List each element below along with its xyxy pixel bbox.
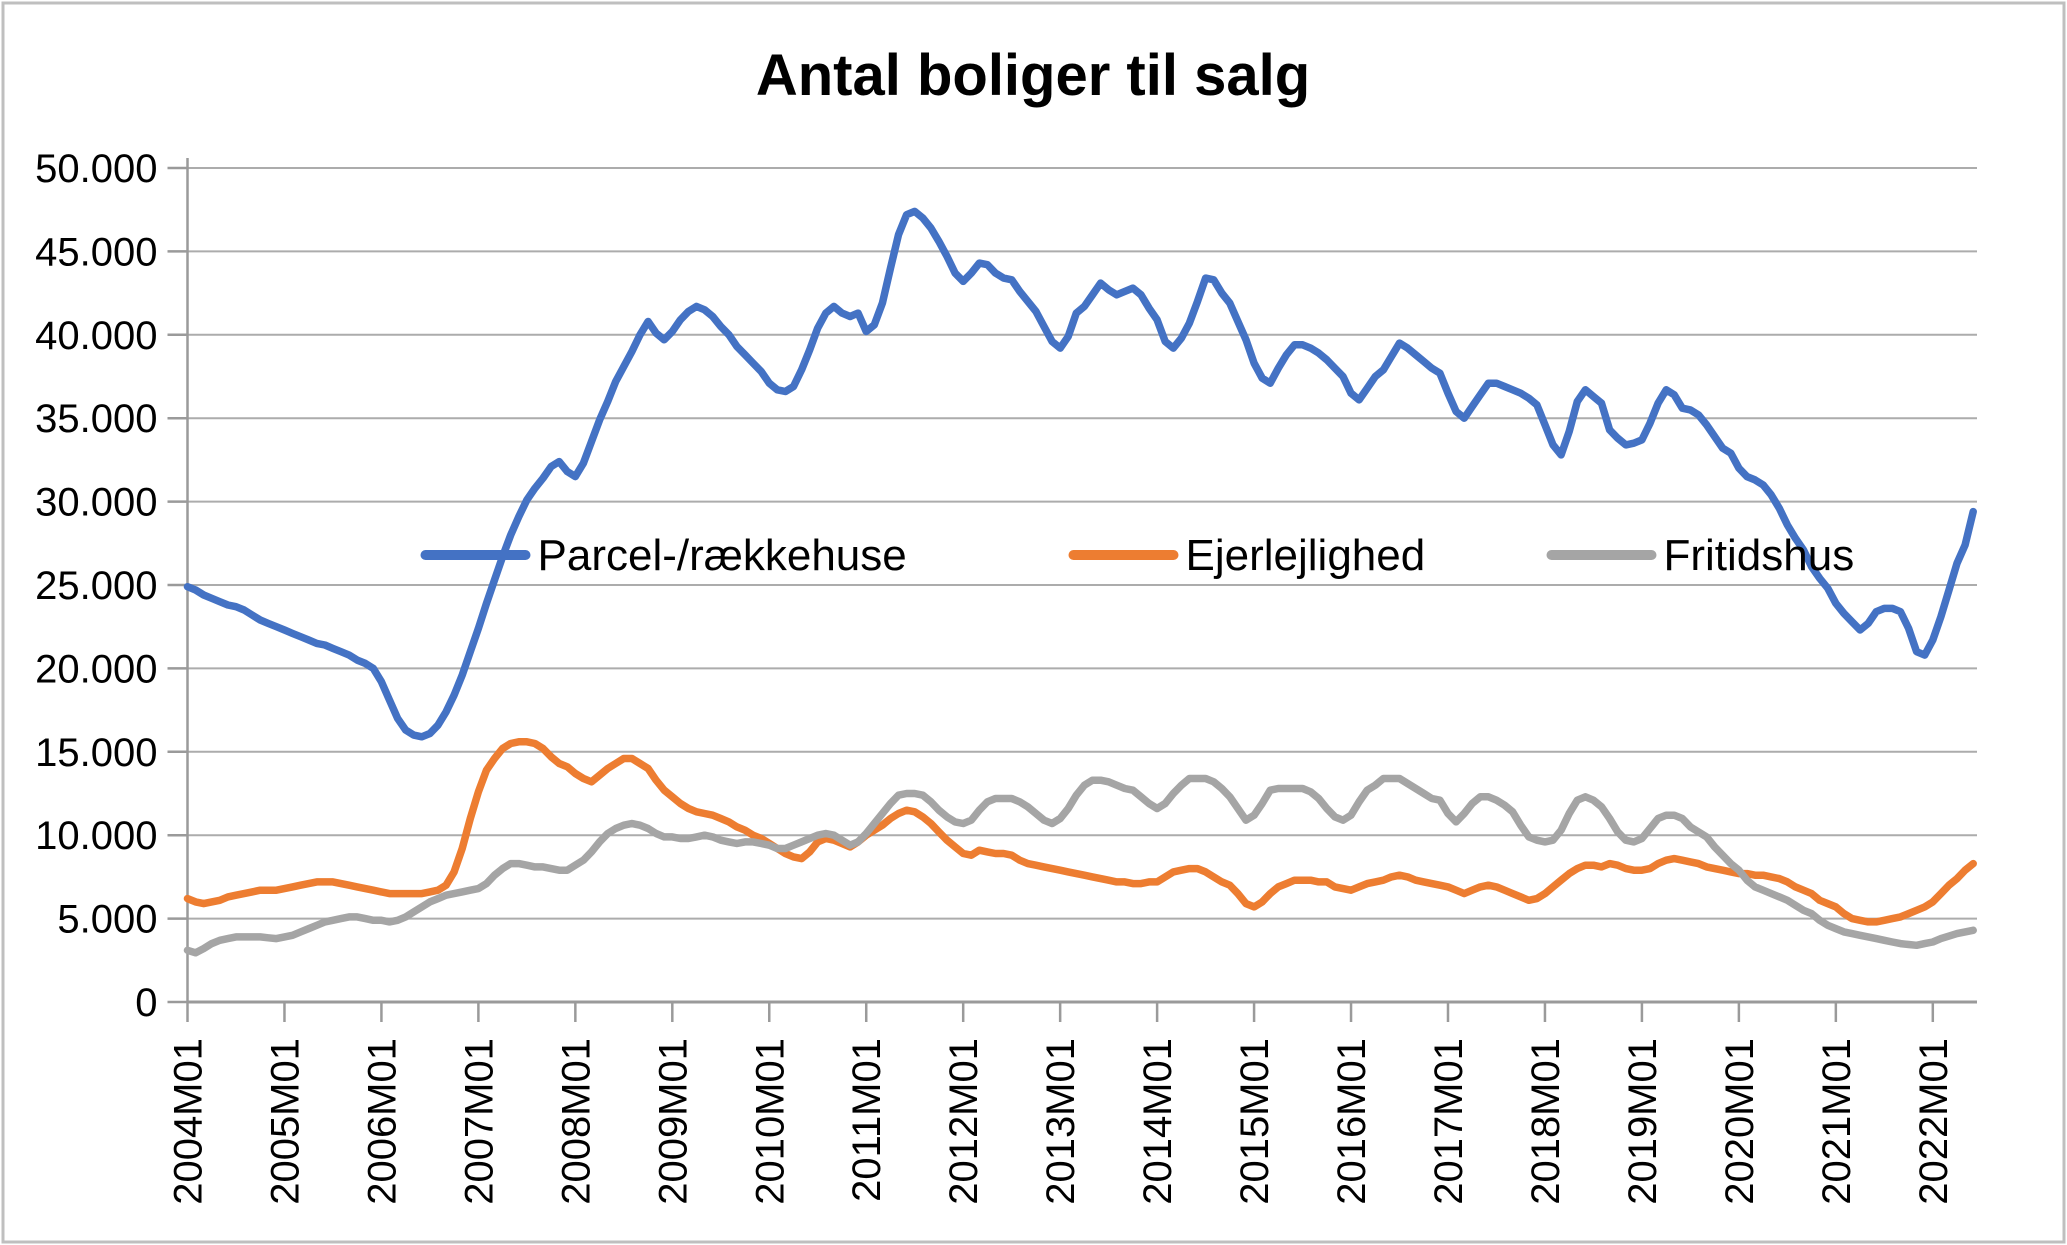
x-axis-label-2013M01: 2013M01 — [1039, 1038, 1083, 1205]
x-axis-label-2016M01: 2016M01 — [1330, 1038, 1374, 1205]
y-axis-label-0: 0 — [135, 981, 157, 1025]
x-axis-label-2006M01: 2006M01 — [360, 1038, 404, 1205]
x-axis-label-2010M01: 2010M01 — [748, 1038, 792, 1205]
x-axis-label-2020M01: 2020M01 — [1718, 1038, 1762, 1205]
gridlines-group — [187, 167, 1977, 920]
y-axis-label-5000: 5.000 — [57, 898, 157, 942]
x-axis-label-2015M01: 2015M01 — [1233, 1038, 1277, 1205]
x-axis-label-2005M01: 2005M01 — [263, 1038, 307, 1205]
y-axis-label-40000: 40.000 — [35, 314, 157, 358]
y-axis-label-25000: 25.000 — [35, 564, 157, 608]
x-axis-label-2009M01: 2009M01 — [651, 1038, 695, 1205]
legend-item-ejerlejlighed: Ejerlejlighed — [1068, 531, 1426, 580]
legend-label-ejerlejlighed: Ejerlejlighed — [1186, 531, 1426, 580]
x-axis-label-2014M01: 2014M01 — [1136, 1038, 1180, 1205]
series-lines-group — [183, 207, 1977, 957]
series-line-fritidshus — [183, 774, 1977, 957]
x-axis-label-2007M01: 2007M01 — [457, 1038, 501, 1205]
x-axis-label-2019M01: 2019M01 — [1621, 1038, 1665, 1205]
y-axis-label-50000: 50.000 — [35, 147, 157, 191]
x-axis-label-2008M01: 2008M01 — [554, 1038, 598, 1205]
x-axis-label-2004M01: 2004M01 — [167, 1038, 211, 1205]
legend-label-parcel: Parcel-/rækkehuse — [538, 531, 907, 580]
y-axis-label-20000: 20.000 — [35, 647, 157, 691]
y-axis-label-30000: 30.000 — [35, 481, 157, 525]
legend-label-fritidshus: Fritidshus — [1664, 531, 1855, 580]
legend-item-parcel: Parcel-/rækkehuse — [420, 531, 907, 580]
axes-group — [167, 158, 1977, 1022]
chart-title: Antal boliger til salg — [756, 43, 1310, 108]
x-axis-label-2017M01: 2017M01 — [1427, 1038, 1471, 1205]
x-axis-label-2012M01: 2012M01 — [942, 1038, 986, 1205]
x-axis-label-2022M01: 2022M01 — [1912, 1038, 1956, 1205]
y-axis-label-15000: 15.000 — [35, 731, 157, 775]
y-axis-label-35000: 35.000 — [35, 397, 157, 441]
legend-item-fritidshus: Fritidshus — [1546, 531, 1855, 580]
x-axis-label-2021M01: 2021M01 — [1815, 1038, 1859, 1205]
axis-labels-group: 0 5.000 10.000 15.000 20.000 25.000 30.000 35.0… — [35, 147, 1956, 1205]
y-axis-label-45000: 45.000 — [35, 230, 157, 274]
legend-group: Parcel-/rækkehuse Ejerlejlighed Fritidshus — [420, 531, 1855, 580]
x-axis-label-2018M01: 2018M01 — [1524, 1038, 1568, 1205]
series-line-ejerlejlighed — [183, 738, 1977, 926]
y-axis-label-10000: 10.000 — [35, 814, 157, 858]
series-line-parcel — [183, 207, 1977, 741]
x-axis-label-2011M01: 2011M01 — [845, 1038, 889, 1202]
